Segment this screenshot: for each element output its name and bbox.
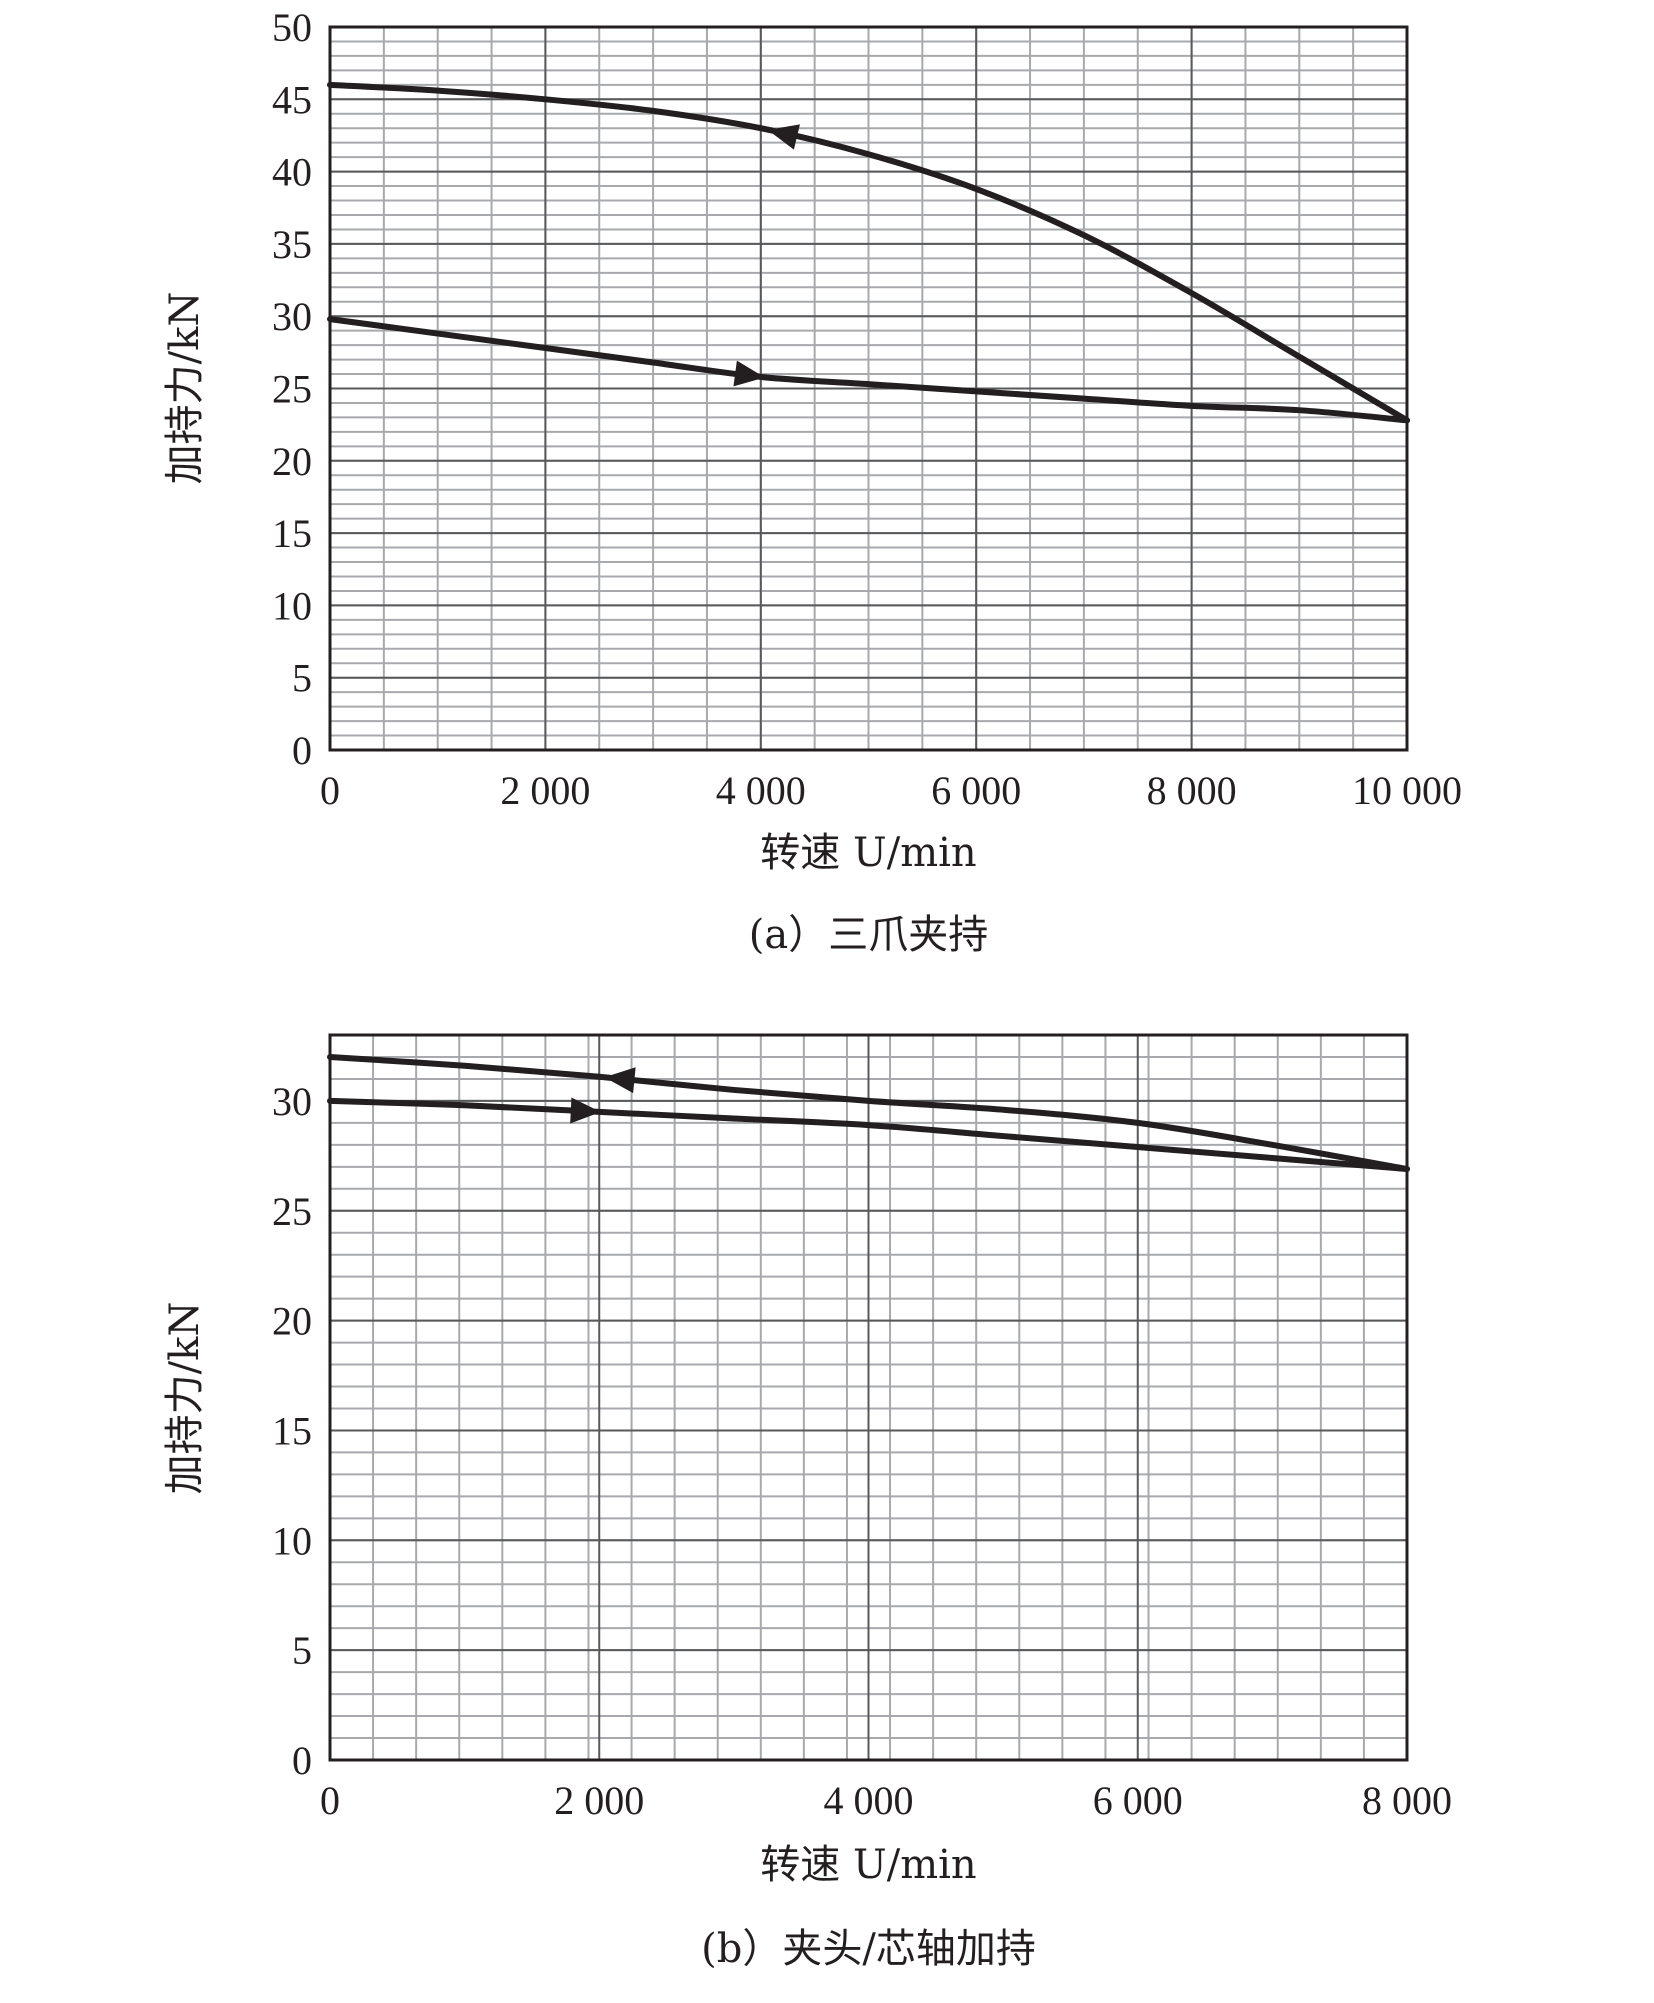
direction-arrow-decreasing xyxy=(767,124,800,150)
x-tick-label: 6 000 xyxy=(931,768,1021,813)
y-tick-label: 15 xyxy=(272,1408,312,1453)
x-tick-label: 4 000 xyxy=(716,768,806,813)
x-tick-label: 2 000 xyxy=(500,768,590,813)
plot-frame xyxy=(328,1033,1409,1762)
x-tick-label: 10 000 xyxy=(1352,768,1462,813)
x-axis-title: 转速 U/min xyxy=(760,830,976,876)
y-tick-label: 10 xyxy=(272,1518,312,1563)
series-line-increasing xyxy=(327,316,1410,424)
series-line-decreasing xyxy=(327,1053,1410,1173)
y-tick-label: 25 xyxy=(272,1189,312,1234)
plot-frame xyxy=(328,25,1409,752)
x-tick-label: 6 000 xyxy=(1093,1778,1183,1823)
x-tick-label: 4 000 xyxy=(824,1778,914,1823)
y-tick-label: 10 xyxy=(272,583,312,628)
x-axis-title: 转速 U/min xyxy=(760,1842,976,1888)
x-tick-label: 8 000 xyxy=(1362,1778,1452,1823)
direction-arrow-increasing xyxy=(733,360,765,387)
y-axis-title: 加持力/kN xyxy=(162,292,208,485)
y-tick-label: 0 xyxy=(292,1738,312,1783)
y-tick-label: 20 xyxy=(272,439,312,484)
chart-caption: (a）三爪夹持 xyxy=(749,912,988,958)
series-line-increasing xyxy=(327,1097,1410,1173)
y-axis-title: 加持力/kN xyxy=(162,1302,208,1495)
chart-panel-a: 0 2 000 4 000 6 000 8 000 10 000 0 5 10 15 20 25 30 3… xyxy=(162,5,1462,958)
y-tick-label: 5 xyxy=(292,1628,312,1673)
direction-arrow-increasing xyxy=(570,1097,601,1124)
series-line-decreasing xyxy=(327,81,1410,424)
direction-arrow-decreasing xyxy=(604,1067,636,1094)
x-tick-label: 8 000 xyxy=(1147,768,1237,813)
y-tick-label: 30 xyxy=(272,294,312,339)
y-tick-label: 0 xyxy=(292,728,312,773)
chart-panel-b: 0 2 000 4 000 6 000 8 000 0 5 10 15 20 25 30 转速 U/mi… xyxy=(162,1033,1452,1972)
y-tick-label: 50 xyxy=(272,5,312,50)
y-tick-label: 15 xyxy=(272,511,312,556)
chart-caption: (b）夹头/芯轴加持 xyxy=(701,1926,1036,1972)
y-tick-label: 45 xyxy=(272,77,312,122)
grid xyxy=(330,27,1407,750)
y-tick-label: 30 xyxy=(272,1079,312,1124)
x-tick-label: 2 000 xyxy=(554,1778,644,1823)
y-tick-label: 40 xyxy=(272,150,312,195)
grid xyxy=(330,1035,1407,1760)
y-tick-label: 25 xyxy=(272,367,312,412)
x-tick-label: 0 xyxy=(320,768,340,813)
x-tick-label: 0 xyxy=(320,1778,340,1823)
y-tick-label: 5 xyxy=(292,656,312,701)
y-tick-label: 20 xyxy=(272,1299,312,1344)
y-tick-label: 35 xyxy=(272,222,312,267)
